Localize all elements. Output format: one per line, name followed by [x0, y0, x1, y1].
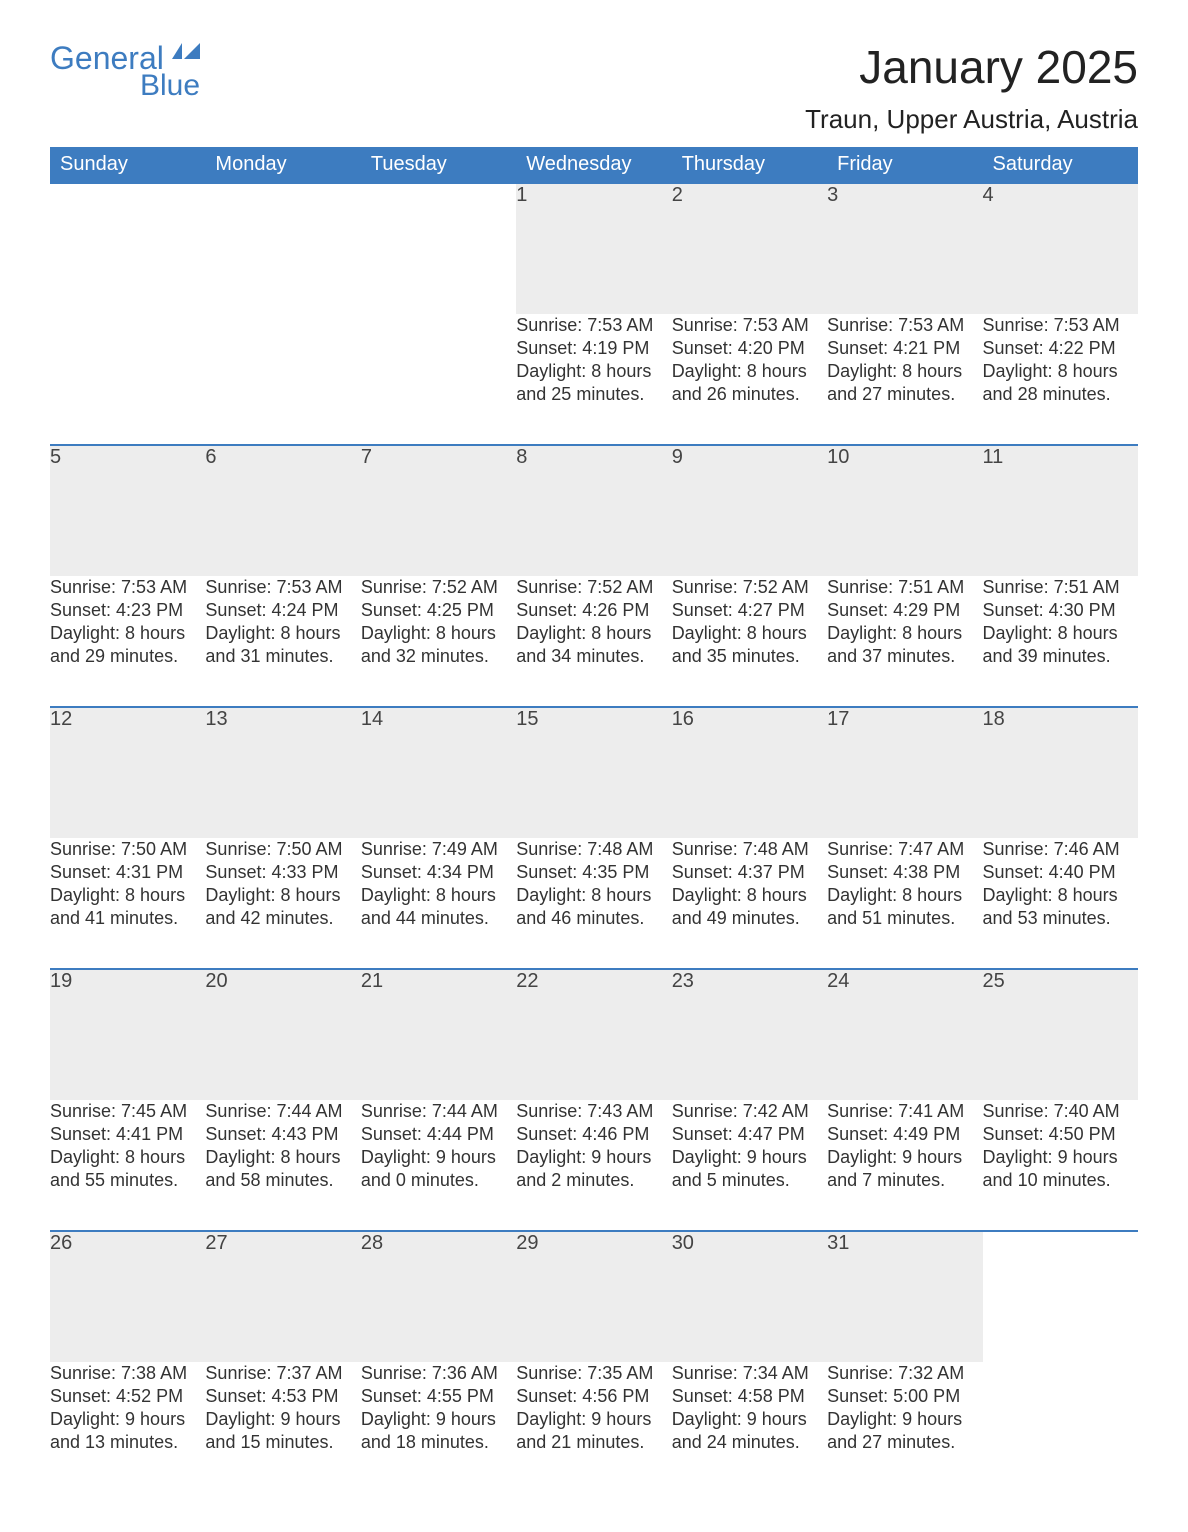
weekday-header: Tuesday	[361, 147, 516, 183]
day-content-cell: Sunrise: 7:44 AMSunset: 4:44 PMDaylight:…	[361, 1100, 516, 1231]
day-number-cell: 27	[205, 1231, 360, 1362]
day-content-cell: Sunrise: 7:53 AMSunset: 4:24 PMDaylight:…	[205, 576, 360, 707]
day-number-cell: 29	[516, 1231, 671, 1362]
day-number-cell: 8	[516, 445, 671, 576]
day-number-cell: 19	[50, 969, 205, 1100]
weekday-header: Thursday	[672, 147, 827, 183]
title-block: January 2025 Traun, Upper Austria, Austr…	[805, 40, 1138, 135]
day-content-cell	[983, 1362, 1138, 1492]
weekday-header-row: SundayMondayTuesdayWednesdayThursdayFrid…	[50, 147, 1138, 183]
calendar-table: SundayMondayTuesdayWednesdayThursdayFrid…	[50, 147, 1138, 1492]
day-content-cell: Sunrise: 7:43 AMSunset: 4:46 PMDaylight:…	[516, 1100, 671, 1231]
day-content-cell: Sunrise: 7:53 AMSunset: 4:20 PMDaylight:…	[672, 314, 827, 445]
day-content-cell: Sunrise: 7:48 AMSunset: 4:37 PMDaylight:…	[672, 838, 827, 969]
day-number-cell: 21	[361, 969, 516, 1100]
day-content-cell: Sunrise: 7:45 AMSunset: 4:41 PMDaylight:…	[50, 1100, 205, 1231]
day-number-cell	[205, 183, 360, 314]
day-number-cell: 10	[827, 445, 982, 576]
day-content-cell: Sunrise: 7:32 AMSunset: 5:00 PMDaylight:…	[827, 1362, 982, 1492]
day-number-cell: 15	[516, 707, 671, 838]
location-text: Traun, Upper Austria, Austria	[805, 104, 1138, 135]
day-number-cell: 13	[205, 707, 360, 838]
day-number-cell: 16	[672, 707, 827, 838]
day-number-cell: 9	[672, 445, 827, 576]
weekday-header: Sunday	[50, 147, 205, 183]
day-number-cell: 3	[827, 183, 982, 314]
weekday-header: Friday	[827, 147, 982, 183]
day-content-cell: Sunrise: 7:44 AMSunset: 4:43 PMDaylight:…	[205, 1100, 360, 1231]
day-number-cell: 26	[50, 1231, 205, 1362]
day-content-cell: Sunrise: 7:51 AMSunset: 4:30 PMDaylight:…	[983, 576, 1138, 707]
day-number-cell: 14	[361, 707, 516, 838]
day-content-cell: Sunrise: 7:49 AMSunset: 4:34 PMDaylight:…	[361, 838, 516, 969]
day-number-cell: 11	[983, 445, 1138, 576]
day-number-cell: 30	[672, 1231, 827, 1362]
day-content-cell: Sunrise: 7:38 AMSunset: 4:52 PMDaylight:…	[50, 1362, 205, 1492]
day-content-cell: Sunrise: 7:35 AMSunset: 4:56 PMDaylight:…	[516, 1362, 671, 1492]
day-content-cell: Sunrise: 7:36 AMSunset: 4:55 PMDaylight:…	[361, 1362, 516, 1492]
day-number-cell: 6	[205, 445, 360, 576]
page-title: January 2025	[805, 40, 1138, 94]
day-content-cell	[361, 314, 516, 445]
header: General Blue January 2025 Traun, Upper A…	[50, 40, 1138, 135]
weekday-header: Saturday	[983, 147, 1138, 183]
day-number-cell: 12	[50, 707, 205, 838]
day-number-cell: 20	[205, 969, 360, 1100]
day-content-cell: Sunrise: 7:52 AMSunset: 4:27 PMDaylight:…	[672, 576, 827, 707]
day-number-cell: 5	[50, 445, 205, 576]
weekday-header: Monday	[205, 147, 360, 183]
logo: General Blue	[50, 40, 208, 103]
day-content-cell: Sunrise: 7:52 AMSunset: 4:26 PMDaylight:…	[516, 576, 671, 707]
day-content-cell: Sunrise: 7:50 AMSunset: 4:33 PMDaylight:…	[205, 838, 360, 969]
day-content-cell: Sunrise: 7:50 AMSunset: 4:31 PMDaylight:…	[50, 838, 205, 969]
weekday-header: Wednesday	[516, 147, 671, 183]
day-content-cell: Sunrise: 7:53 AMSunset: 4:21 PMDaylight:…	[827, 314, 982, 445]
day-number-cell: 23	[672, 969, 827, 1100]
day-number-cell: 4	[983, 183, 1138, 314]
logo-text-2: Blue	[140, 69, 200, 103]
day-number-cell: 2	[672, 183, 827, 314]
day-content-cell: Sunrise: 7:53 AMSunset: 4:23 PMDaylight:…	[50, 576, 205, 707]
day-number-cell: 1	[516, 183, 671, 314]
day-number-cell: 17	[827, 707, 982, 838]
day-content-cell: Sunrise: 7:40 AMSunset: 4:50 PMDaylight:…	[983, 1100, 1138, 1231]
day-number-cell: 24	[827, 969, 982, 1100]
day-content-cell: Sunrise: 7:47 AMSunset: 4:38 PMDaylight:…	[827, 838, 982, 969]
day-number-cell: 18	[983, 707, 1138, 838]
day-number-cell: 25	[983, 969, 1138, 1100]
day-content-cell: Sunrise: 7:52 AMSunset: 4:25 PMDaylight:…	[361, 576, 516, 707]
day-content-cell: Sunrise: 7:46 AMSunset: 4:40 PMDaylight:…	[983, 838, 1138, 969]
day-number-cell: 31	[827, 1231, 982, 1362]
day-number-cell	[50, 183, 205, 314]
day-content-cell: Sunrise: 7:53 AMSunset: 4:22 PMDaylight:…	[983, 314, 1138, 445]
day-content-cell	[205, 314, 360, 445]
day-content-cell	[50, 314, 205, 445]
day-number-cell: 7	[361, 445, 516, 576]
day-content-cell: Sunrise: 7:53 AMSunset: 4:19 PMDaylight:…	[516, 314, 671, 445]
day-content-cell: Sunrise: 7:42 AMSunset: 4:47 PMDaylight:…	[672, 1100, 827, 1231]
day-content-cell: Sunrise: 7:51 AMSunset: 4:29 PMDaylight:…	[827, 576, 982, 707]
day-content-cell: Sunrise: 7:37 AMSunset: 4:53 PMDaylight:…	[205, 1362, 360, 1492]
day-number-cell	[983, 1231, 1138, 1362]
day-content-cell: Sunrise: 7:41 AMSunset: 4:49 PMDaylight:…	[827, 1100, 982, 1231]
day-number-cell: 28	[361, 1231, 516, 1362]
day-number-cell: 22	[516, 969, 671, 1100]
day-content-cell: Sunrise: 7:34 AMSunset: 4:58 PMDaylight:…	[672, 1362, 827, 1492]
day-number-cell	[361, 183, 516, 314]
day-content-cell: Sunrise: 7:48 AMSunset: 4:35 PMDaylight:…	[516, 838, 671, 969]
